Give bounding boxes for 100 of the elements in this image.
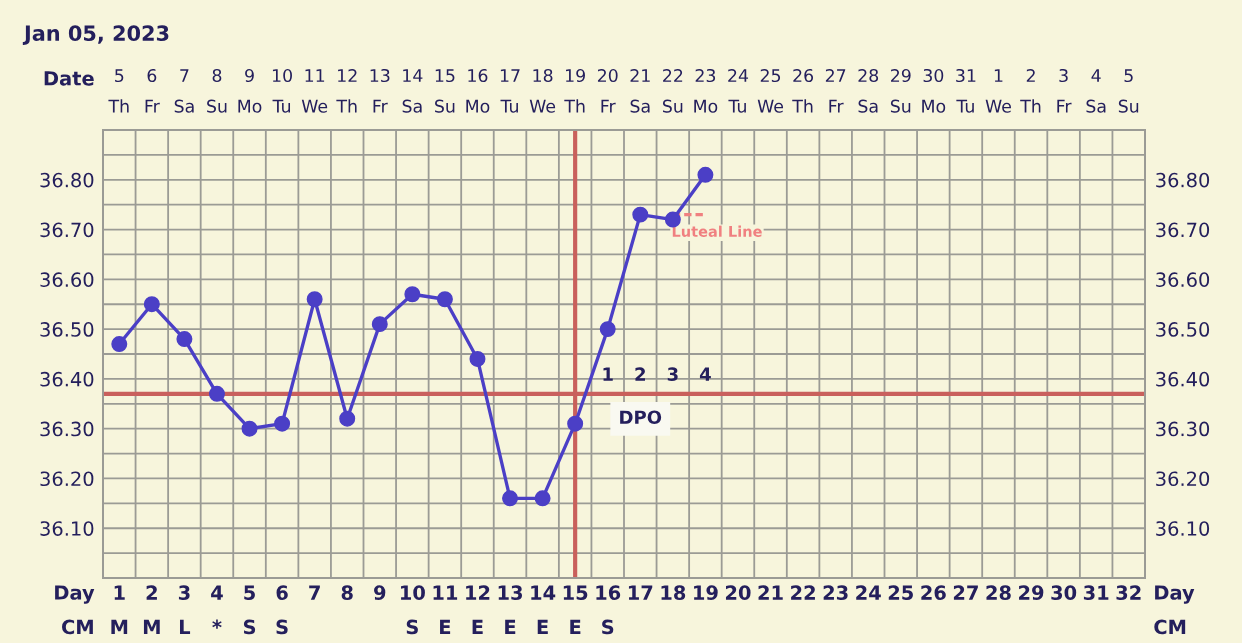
x2-tick-label: 3 Fr [1057,68,1072,113]
point [632,206,649,223]
x-tick-label: 15 E [563,585,588,635]
x-tick-label: 22 [791,585,815,600]
x-tick-label: 21 [758,585,783,600]
x2-tick-label: 12 Th [336,68,357,113]
x2-tick-label: 6 Fr [145,68,160,113]
x2-tick-label: 22 Su [662,68,683,113]
y-tick-label: 36.60 [40,272,94,287]
point [339,410,356,427]
y2-tick-label: 36.30 [1156,421,1210,437]
x2-tick-label: 23 Mo [694,68,718,113]
x2-tick-label: 4 Sa [1086,69,1106,113]
x-tick-label: 29 [1019,585,1044,600]
x2-tick-label: 21 Sa [630,68,650,113]
series-label: Luteal Line [672,225,762,237]
x-tick-label: 1 M [111,585,128,635]
x2-tick-label: 7 Sa [174,69,194,113]
y2-tick-label: 36.40 [1156,371,1210,387]
x2-tick-label: 24 Tu [728,68,749,113]
x2-tick-label: 8 Su [207,68,227,113]
x-tick-label: 7 [309,585,320,600]
x-tick-label: 17 [628,585,653,600]
y2-tick-label: 36.10 [1156,521,1210,536]
point [306,291,323,308]
x2-tick-label: 29 Su [890,68,911,113]
x2-tick-label: 5 Su [1118,69,1139,113]
y-tick-label: 36.20 [40,471,94,487]
point [143,296,160,313]
x2-tick-label: 31 Tu [956,68,976,113]
point [241,420,258,437]
x2-tick-label: 1 We [985,69,1011,113]
chart-title: Jan 05, 2023 [22,25,169,45]
x2-tick-label: 30 Mo [922,68,946,113]
point [567,415,584,432]
x-tick-label: 24 [856,585,881,600]
x-tick-label: 8 [341,585,353,600]
annotation: DPO [620,410,662,425]
x2-tick-label: 5 Th [108,69,129,113]
x-tick-label: 25 [888,585,913,600]
point [502,490,519,507]
x-tick-label: 4 * [211,585,223,629]
point [599,321,616,338]
x2-tick-label: 27 Fr [825,68,846,113]
point [371,316,388,333]
x-tick-label: 26 [921,585,946,600]
point [404,286,421,303]
x2-tick-label: 16 Mo [466,68,490,113]
point [697,166,714,183]
y-tick-label: 36.80 [40,172,94,188]
annotation: 1 [603,367,613,381]
x2-tick-label: 9 Mo [238,68,262,113]
x-tick-label: 18 [661,585,686,600]
point [469,350,486,367]
x2-tick-label: 11 We [301,69,328,113]
x-axis-title: Day CM [55,585,95,635]
x-tick-label: 32 [1116,585,1141,600]
point [436,291,453,308]
x-tick-label: 6 S [276,585,288,635]
point [176,331,193,348]
x-tick-label: 19 [694,585,718,600]
x-tick-label: 2 M [143,585,160,635]
y-tick-label: 36.70 [40,222,94,238]
x2-tick-label: 10 Tu [272,68,292,113]
y2-tick-label: 36.20 [1156,471,1210,487]
x2-tick-label: 25 We [757,68,784,113]
x-tick-label: 30 [1051,585,1077,600]
x-tick-label: 31 [1083,585,1109,600]
x2-tick-label: 19 Th [564,68,585,113]
point [208,385,225,402]
x2-tick-label: 13 Fr [370,68,390,113]
x-tick-label: 16 S [596,585,621,635]
x-tick-label: 28 [986,585,1011,600]
x-tick-label: 12 E [466,585,490,635]
x-tick-label: 14 E [531,585,556,635]
x2-tick-label: 15 Su [435,69,455,113]
x2-tick-label: 20 Fr [597,68,618,113]
y2-tick-label: 36.60 [1156,272,1210,287]
x2-tick-label: 26 Th [792,68,814,113]
x-tick-label: 20 [725,585,751,600]
annotation: 2 [635,367,645,381]
x2-tick-label: 17 Tu [500,69,520,113]
x2-axis-title: Date [44,71,94,86]
y2-tick-label: 36.50 [1156,322,1210,337]
x-tick-label: 13 E [498,585,523,635]
x-tick-label: 5 S [243,585,256,635]
x-tick-label: 10 S [401,585,425,635]
y2-tick-label: 36.70 [1156,222,1210,238]
y-tick-label: 36.10 [40,521,94,536]
y-tick-label: 36.30 [40,421,94,437]
annotation: 3 [667,367,678,382]
x-tick-label: 27 [953,585,978,600]
x2-tick-label: 2 Th [1020,68,1041,113]
point [534,490,551,507]
y2-tick-label: 36.80 [1156,172,1210,188]
y-tick-label: 36.50 [40,322,94,337]
point [111,336,128,353]
point [274,415,291,432]
x-tick-label: 9 [374,585,386,600]
text: Day CM [1154,585,1195,635]
